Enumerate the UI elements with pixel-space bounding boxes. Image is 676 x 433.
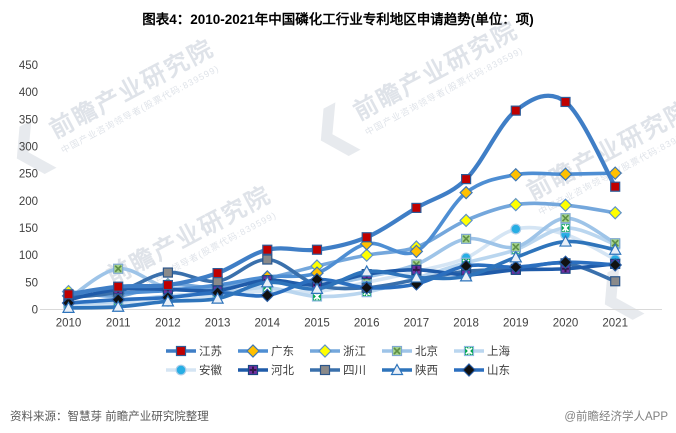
series-陕西 (61, 234, 622, 313)
x-tick-label: 2011 (106, 318, 131, 330)
y-tick-label: 200 (19, 196, 38, 208)
y-tick-label: 100 (19, 250, 38, 262)
legend-row: 江苏 广东 浙江 北京 上海 (166, 343, 510, 359)
legend-swatch-icon (238, 344, 268, 358)
series-山东 (61, 255, 623, 310)
legend-row: 安徽 河北 四川 陕西 山东 (166, 362, 510, 378)
legend-label: 北京 (415, 346, 438, 358)
legend-label: 安徽 (199, 365, 222, 377)
x-tick-label: 2012 (155, 318, 181, 330)
credit-note: @前瞻经济学人APP (564, 411, 668, 423)
x-tick-label: 2021 (602, 318, 628, 330)
x-tick-label: 2013 (205, 318, 231, 330)
legend-item-四川: 四川 (310, 362, 366, 378)
legend-label: 江苏 (199, 346, 222, 358)
legend-item-江苏: 江苏 (166, 343, 222, 359)
x-tick-label: 2014 (255, 318, 281, 330)
legend-label: 四川 (343, 365, 366, 377)
x-tick-label: 2020 (553, 318, 579, 330)
legend-item-山东: 山东 (454, 362, 510, 378)
legend-label: 上海 (487, 346, 510, 358)
y-tick-label: 400 (19, 87, 38, 99)
source-note: 资料来源：智慧芽 前瞻产业研究院整理 (10, 411, 209, 423)
y-tick-label: 250 (19, 169, 38, 181)
legend-label: 河北 (271, 365, 294, 377)
legend-swatch-icon (454, 363, 484, 377)
legend-label: 陕西 (415, 365, 438, 377)
chart-title: 图表4：2010-2021年中国磷化工行业专利地区申请趋势(单位：项) (142, 12, 534, 27)
legend-swatch-icon (166, 345, 196, 357)
x-tick-label: 2016 (354, 318, 380, 330)
y-tick-label: 350 (19, 114, 38, 126)
legend-swatch-icon (382, 363, 412, 376)
x-tick-label: 2019 (503, 318, 529, 330)
legend-label: 山东 (487, 365, 510, 377)
y-tick-label: 150 (19, 223, 38, 235)
x-tick-label: 2010 (56, 318, 82, 330)
legend-item-浙江: 浙江 (310, 343, 366, 359)
legend-swatch-icon (310, 364, 340, 376)
y-tick-label: 0 (32, 305, 38, 317)
legend-label: 广东 (271, 346, 294, 358)
legend-item-安徽: 安徽 (166, 362, 222, 378)
legend-swatch-icon (454, 345, 484, 357)
y-tick-label: 450 (19, 60, 38, 72)
legend-swatch-icon (238, 364, 268, 376)
legend-item-广东: 广东 (238, 343, 294, 359)
x-tick-label: 2015 (304, 318, 330, 330)
legend-label: 浙江 (343, 346, 366, 358)
legend-item-陕西: 陕西 (382, 362, 438, 378)
legend-swatch-icon (166, 364, 196, 376)
y-tick-label: 300 (19, 142, 38, 154)
legend-item-北京: 北京 (382, 343, 438, 359)
legend-item-河北: 河北 (238, 362, 294, 378)
x-tick-label: 2017 (404, 318, 430, 330)
legend-swatch-icon (310, 344, 340, 358)
legend-swatch-icon (382, 345, 412, 357)
series-江苏 (63, 93, 621, 300)
y-tick-label: 50 (25, 277, 38, 289)
legend-item-上海: 上海 (454, 343, 510, 359)
chart-legend: 江苏 广东 浙江 北京 上海安徽 河北 四川 陕西 山东 (0, 343, 676, 378)
x-tick-label: 2018 (453, 318, 479, 330)
